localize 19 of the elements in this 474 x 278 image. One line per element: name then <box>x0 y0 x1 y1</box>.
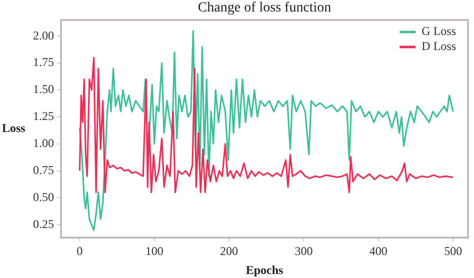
x-tick-label: 300 <box>294 244 313 258</box>
y-tick-label: 0.75 <box>33 162 54 177</box>
x-tick-label: 0 <box>76 244 83 258</box>
y-tick-label: 1.50 <box>33 82 54 96</box>
x-tick-label: 400 <box>369 244 388 258</box>
chart-title: Change of loss function <box>198 0 332 16</box>
y-tick-label: 2.00 <box>33 28 54 42</box>
y-tick-label: 1.00 <box>33 136 54 150</box>
legend-label: D Loss <box>422 39 456 54</box>
y-tick-label: 0.25 <box>33 216 54 231</box>
y-axis-title: Loss <box>2 120 26 135</box>
legend-label: G Loss <box>422 24 456 38</box>
y-tick-label: 0.50 <box>33 190 54 204</box>
x-tick-label: 500 <box>444 244 462 258</box>
x-tick-label: 200 <box>220 244 238 258</box>
x-axis-title: Epochs <box>246 263 284 278</box>
x-tick-label: 100 <box>145 244 164 258</box>
y-tick-label: 1.75 <box>33 55 54 70</box>
y-tick-label: 1.25 <box>33 109 54 124</box>
